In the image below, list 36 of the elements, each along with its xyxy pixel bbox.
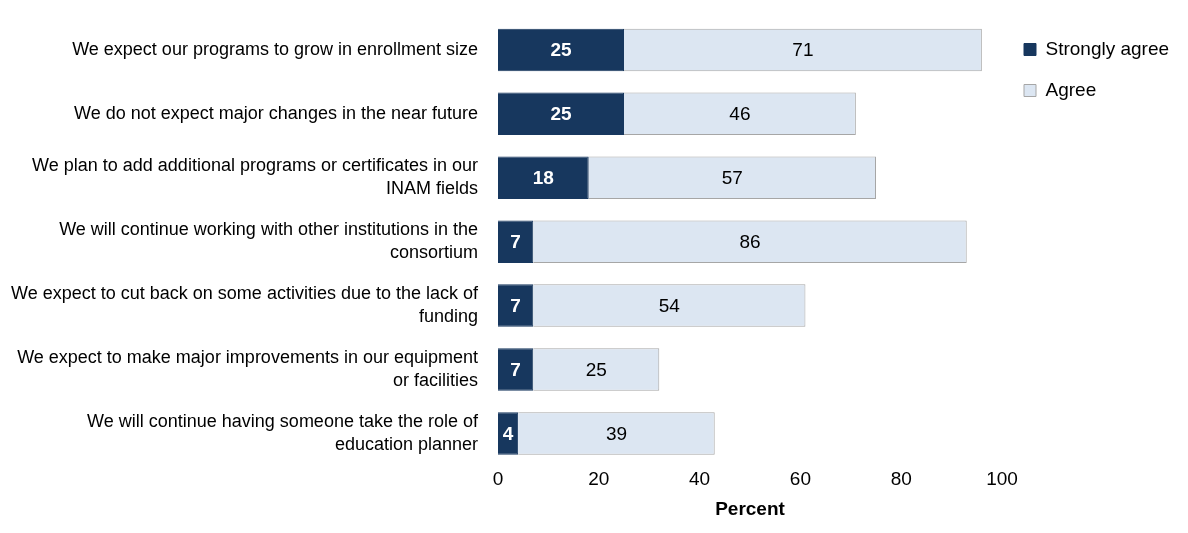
x-tick-label: 40 [689, 468, 711, 490]
y-tick-label: We do not expect major changes in the near future [74, 102, 478, 123]
x-tick-label: 60 [789, 468, 811, 490]
data-label: 86 [739, 230, 761, 252]
bar [498, 156, 589, 200]
x-tick-label: 100 [986, 468, 1018, 490]
data-label: 39 [605, 422, 628, 444]
x-axis-title: Percent [715, 497, 786, 519]
x-tick-label: 80 [890, 468, 912, 490]
y-tick-label: We will continue having someone take the role of education planner [87, 410, 479, 454]
legend-label: Agree [1045, 78, 1097, 100]
data-label: 7 [510, 358, 521, 380]
bar [498, 92, 624, 136]
y-tick-label: We will continue working with other institutions in the consortium [59, 219, 478, 263]
data-label: 54 [658, 294, 681, 316]
y-tick-label: We expect to make major improvements in our equipment or facilities [17, 347, 478, 390]
legend-label: Strongly agree [1045, 37, 1170, 59]
data-label: 7 [510, 230, 521, 252]
data-label: 57 [721, 167, 743, 189]
x-tick-label: 20 [588, 468, 610, 490]
data-label: 4 [502, 422, 514, 444]
bar [498, 284, 534, 327]
data-label: 25 [550, 103, 572, 125]
data-label: 71 [792, 39, 814, 61]
bar [498, 220, 534, 263]
x-tick-label: 0 [492, 468, 504, 490]
bar [498, 348, 534, 391]
data-label: 7 [510, 294, 521, 316]
data-label: 25 [585, 358, 607, 380]
data-label: 46 [729, 103, 751, 125]
data-label: 18 [532, 167, 554, 189]
y-tick-label: We expect to cut back on some activities due to the lack of funding [11, 283, 479, 327]
y-tick-label: We expect our programs to grow in enrollment size [72, 38, 478, 59]
data-label: 25 [550, 39, 572, 61]
bar [498, 28, 624, 72]
y-tick-label: We plan to add additional programs or certificates in our INAM fields [32, 155, 478, 199]
